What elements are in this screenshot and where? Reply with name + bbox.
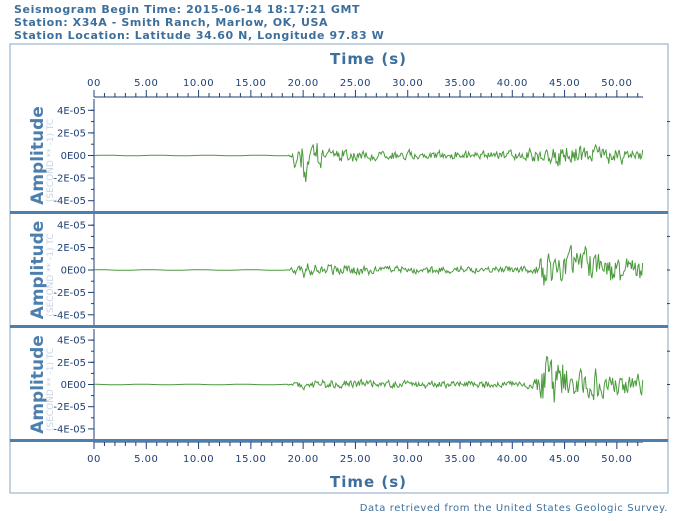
bottom-x-axis-tick-label: 45.00 [549, 454, 580, 465]
bottom-x-axis-tick-label: 20.00 [288, 454, 319, 465]
panel-1-y-tick-label: -4E-05 [53, 196, 86, 207]
bottom-x-axis-tick-label: 40.00 [497, 454, 528, 465]
bottom-x-axis-tick-label: 5.00 [134, 454, 158, 465]
top-x-axis-tick-label: 50.00 [601, 78, 632, 89]
panel-1-separator [10, 211, 668, 214]
panel-2-y-tick-label: -2E-05 [53, 288, 86, 299]
bottom-x-axis-tick-label: 25.00 [340, 454, 371, 465]
bottom-x-axis-tick-label: 10.00 [183, 454, 214, 465]
panel-2-y-tick-label: -4E-05 [53, 310, 86, 321]
panel-3-y-axis-unit: (SECOND ** -1) TC [46, 348, 56, 431]
panel-3-y-tick-label: -2E-05 [53, 402, 86, 413]
bottom-x-axis-tick-label: 50.00 [601, 454, 632, 465]
top-x-axis-tick-label: 15.00 [235, 78, 266, 89]
panel-1-y-tick-label: 4E-05 [57, 106, 86, 117]
panel-2-y-tick-label: 0E00 [61, 266, 86, 277]
x-axis-title-top: Time (s) [330, 50, 407, 68]
panel-2-separator [10, 325, 668, 328]
chart-frame [9, 43, 669, 494]
panel-3-y-tick-label: 4E-05 [57, 336, 86, 347]
panel-3-separator [10, 439, 668, 442]
panel-1-y-tick-label: 2E-05 [57, 128, 86, 139]
station-name: Station: X34A - Smith Ranch, Marlow, OK,… [14, 16, 329, 29]
top-x-axis-tick-label: 5.00 [134, 78, 158, 89]
top-x-axis-tick-label: 00 [87, 78, 101, 89]
station-location: Station Location: Latitude 34.60 N, Long… [14, 29, 385, 42]
top-x-axis-tick-label: 30.00 [392, 78, 423, 89]
panel-2-y-axis-title: Amplitude [28, 221, 48, 320]
top-x-axis-tick-label: 40.00 [497, 78, 528, 89]
waveform-trace-1 [94, 143, 644, 183]
panel-1-y-axis-title: Amplitude [28, 106, 48, 205]
panel-3-y-tick-label: 0E00 [61, 380, 86, 391]
bottom-x-axis-tick-label: 35.00 [444, 454, 475, 465]
top-x-axis-tick-label: 25.00 [340, 78, 371, 89]
panel-1-y-tick-label: 0E00 [61, 151, 86, 162]
top-x-axis-tick-label: 10.00 [183, 78, 214, 89]
panel-2-y-tick-label: 4E-05 [57, 221, 86, 232]
waveform-trace-3 [93, 355, 644, 403]
seismogram-begin-time: Seismogram Begin Time: 2015-06-14 18:17:… [14, 3, 361, 16]
panel-1-y-tick-label: -2E-05 [53, 174, 86, 185]
panel-3-y-tick-label: -4E-05 [53, 424, 86, 435]
panel-3-y-axis-title: Amplitude [28, 335, 48, 434]
bottom-x-axis-tick-label: 00 [87, 454, 101, 465]
bottom-x-axis-tick-label: 15.00 [235, 454, 266, 465]
panel-2-y-tick-label: 2E-05 [57, 243, 86, 254]
waveform-trace-2 [93, 245, 644, 286]
panel-1-y-axis-unit: (SECOND ** -1) TC [46, 119, 56, 202]
panel-3-y-tick-label: 2E-05 [57, 358, 86, 369]
top-x-axis-tick-label: 20.00 [288, 78, 319, 89]
data-credit: Data retrieved from the United States Ge… [359, 503, 668, 514]
x-axis-title-bottom: Time (s) [330, 473, 407, 491]
top-x-axis-tick-label: 45.00 [549, 78, 580, 89]
top-x-axis-tick-label: 35.00 [444, 78, 475, 89]
bottom-x-axis-tick-label: 30.00 [392, 454, 423, 465]
panel-2-y-axis-unit: (SECOND ** -1) TC [46, 233, 56, 316]
